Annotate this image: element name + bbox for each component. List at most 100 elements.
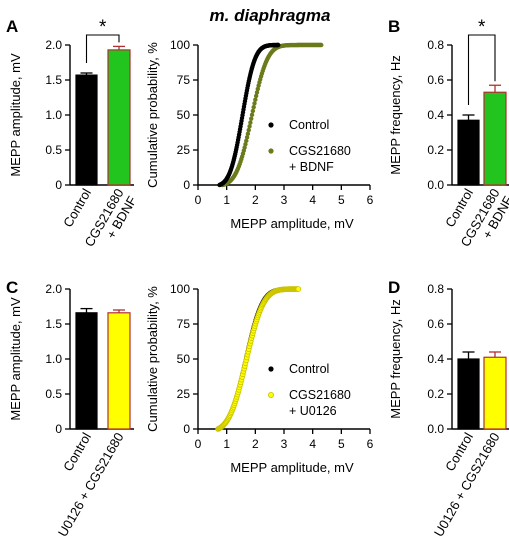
y-tick-label: 1.5 bbox=[45, 73, 62, 87]
y-axis-label: Cumulative probability, % bbox=[145, 42, 160, 188]
data-point bbox=[252, 101, 257, 106]
x-tick-label: 0 bbox=[195, 437, 202, 451]
data-point bbox=[249, 116, 254, 121]
x-tick-label: 0 bbox=[195, 193, 202, 207]
y-axis-label: MEPP frequency, Hz bbox=[388, 55, 403, 174]
y-tick-label: 1.5 bbox=[45, 317, 62, 331]
y-tick-label: 25 bbox=[177, 387, 191, 401]
data-point bbox=[249, 112, 255, 118]
x-tick-label: 6 bbox=[367, 193, 374, 207]
y-tick-label: 50 bbox=[177, 352, 191, 366]
y-tick-label: 2.0 bbox=[45, 38, 62, 52]
x-tick-label: 5 bbox=[338, 193, 345, 207]
y-tick-label: 0.4 bbox=[427, 352, 444, 366]
x-axis-label: MEPP amplitude, mV bbox=[230, 216, 354, 231]
data-point bbox=[255, 86, 261, 92]
significance-star: * bbox=[99, 17, 107, 38]
category-label: Control bbox=[60, 430, 94, 474]
panel-label-b: B bbox=[388, 17, 400, 36]
y-tick-label: 1.0 bbox=[45, 108, 62, 122]
legend-label: CGS21680 + U0126 bbox=[289, 388, 351, 418]
category-label-line: Control bbox=[60, 430, 94, 474]
y-tick-label: 100 bbox=[170, 282, 190, 296]
legend-label-line: CGS21680 bbox=[289, 144, 351, 158]
data-point bbox=[319, 42, 324, 48]
legend-label-line: + BDNF bbox=[289, 160, 334, 174]
legend-label-line: Control bbox=[289, 118, 329, 132]
y-tick-label: 75 bbox=[177, 317, 191, 331]
x-tick-label: 4 bbox=[309, 193, 316, 207]
data-point bbox=[276, 42, 281, 48]
legend-label: CGS21680 + BDNF bbox=[289, 144, 351, 174]
data-point bbox=[251, 104, 256, 110]
legend-label-line: CGS21680 bbox=[289, 388, 351, 402]
x-tick-label: 5 bbox=[338, 437, 345, 451]
x-tick-label: 3 bbox=[281, 437, 288, 451]
data-point bbox=[248, 120, 253, 125]
panel-label-c: C bbox=[6, 278, 18, 297]
series-control bbox=[216, 286, 297, 432]
legend-marker bbox=[268, 366, 274, 372]
series-treatment bbox=[220, 42, 324, 188]
category-label-line: Control bbox=[60, 186, 94, 230]
y-tick-label: 100 bbox=[170, 38, 190, 52]
y-tick-label: 0.2 bbox=[427, 143, 444, 157]
data-point bbox=[246, 127, 251, 133]
data-point bbox=[245, 131, 251, 136]
y-tick-label: 50 bbox=[177, 108, 191, 122]
y-tick-label: 0.8 bbox=[427, 282, 444, 296]
legend-label: Control bbox=[289, 362, 329, 376]
y-tick-label: 75 bbox=[177, 73, 191, 87]
y-tick-label: 0.5 bbox=[45, 387, 62, 401]
y-tick-label: 2.0 bbox=[45, 282, 62, 296]
bar bbox=[483, 91, 507, 186]
category-label: Control bbox=[60, 186, 94, 230]
significance-bracket bbox=[85, 34, 120, 63]
y-tick-label: 0.8 bbox=[427, 38, 444, 52]
y-tick-label: 0.6 bbox=[427, 73, 444, 87]
data-point bbox=[253, 97, 258, 102]
x-tick-label: 1 bbox=[223, 193, 230, 207]
data-point bbox=[295, 286, 302, 292]
bar bbox=[483, 356, 507, 430]
x-tick-label: 6 bbox=[367, 437, 374, 451]
legend-marker bbox=[267, 391, 274, 398]
legend-label: Control bbox=[289, 118, 329, 132]
data-point bbox=[247, 124, 252, 129]
bar bbox=[457, 119, 480, 186]
data-point bbox=[244, 138, 249, 144]
data-point bbox=[243, 142, 248, 147]
bar bbox=[107, 49, 131, 186]
x-axis-label: MEPP amplitude, mV bbox=[230, 460, 354, 475]
series-control bbox=[217, 42, 281, 188]
y-tick-label: 1.0 bbox=[45, 352, 62, 366]
y-tick-label: 0.6 bbox=[427, 317, 444, 331]
category-label-line: U0126 + CGS21680 bbox=[55, 430, 127, 539]
y-tick-label: 0.2 bbox=[427, 387, 444, 401]
y-tick-label: 0 bbox=[55, 178, 62, 192]
bar bbox=[75, 312, 98, 430]
data-point bbox=[244, 135, 250, 140]
series-treatment bbox=[215, 286, 302, 432]
y-axis-label: MEPP amplitude, mV bbox=[8, 53, 23, 177]
y-tick-label: 25 bbox=[177, 143, 191, 157]
bar bbox=[107, 312, 131, 430]
x-tick-label: 2 bbox=[252, 437, 259, 451]
x-tick-label: 4 bbox=[309, 437, 316, 451]
panel-c-cumulative-chart: 0 25 50 75 100 0 1 2 3 4 5 6 MEPP amplitude, mV Cumul… bbox=[145, 282, 374, 475]
x-tick-label: 3 bbox=[281, 193, 288, 207]
panel-label-a: A bbox=[6, 17, 18, 36]
y-tick-label: 0 bbox=[183, 178, 190, 192]
panel-c-bar-chart: 0 0.5 1.0 1.5 2.0 MEPP amplitude, mV ControlU0… bbox=[8, 282, 134, 539]
x-tick-label: 2 bbox=[252, 193, 259, 207]
bar bbox=[457, 358, 480, 430]
legend-marker bbox=[268, 148, 274, 154]
y-tick-label: 0.5 bbox=[45, 143, 62, 157]
y-tick-label: 0 bbox=[55, 422, 62, 436]
figure-title: m. diaphragma bbox=[210, 6, 331, 25]
y-axis-label: MEPP frequency, Hz bbox=[388, 299, 403, 418]
